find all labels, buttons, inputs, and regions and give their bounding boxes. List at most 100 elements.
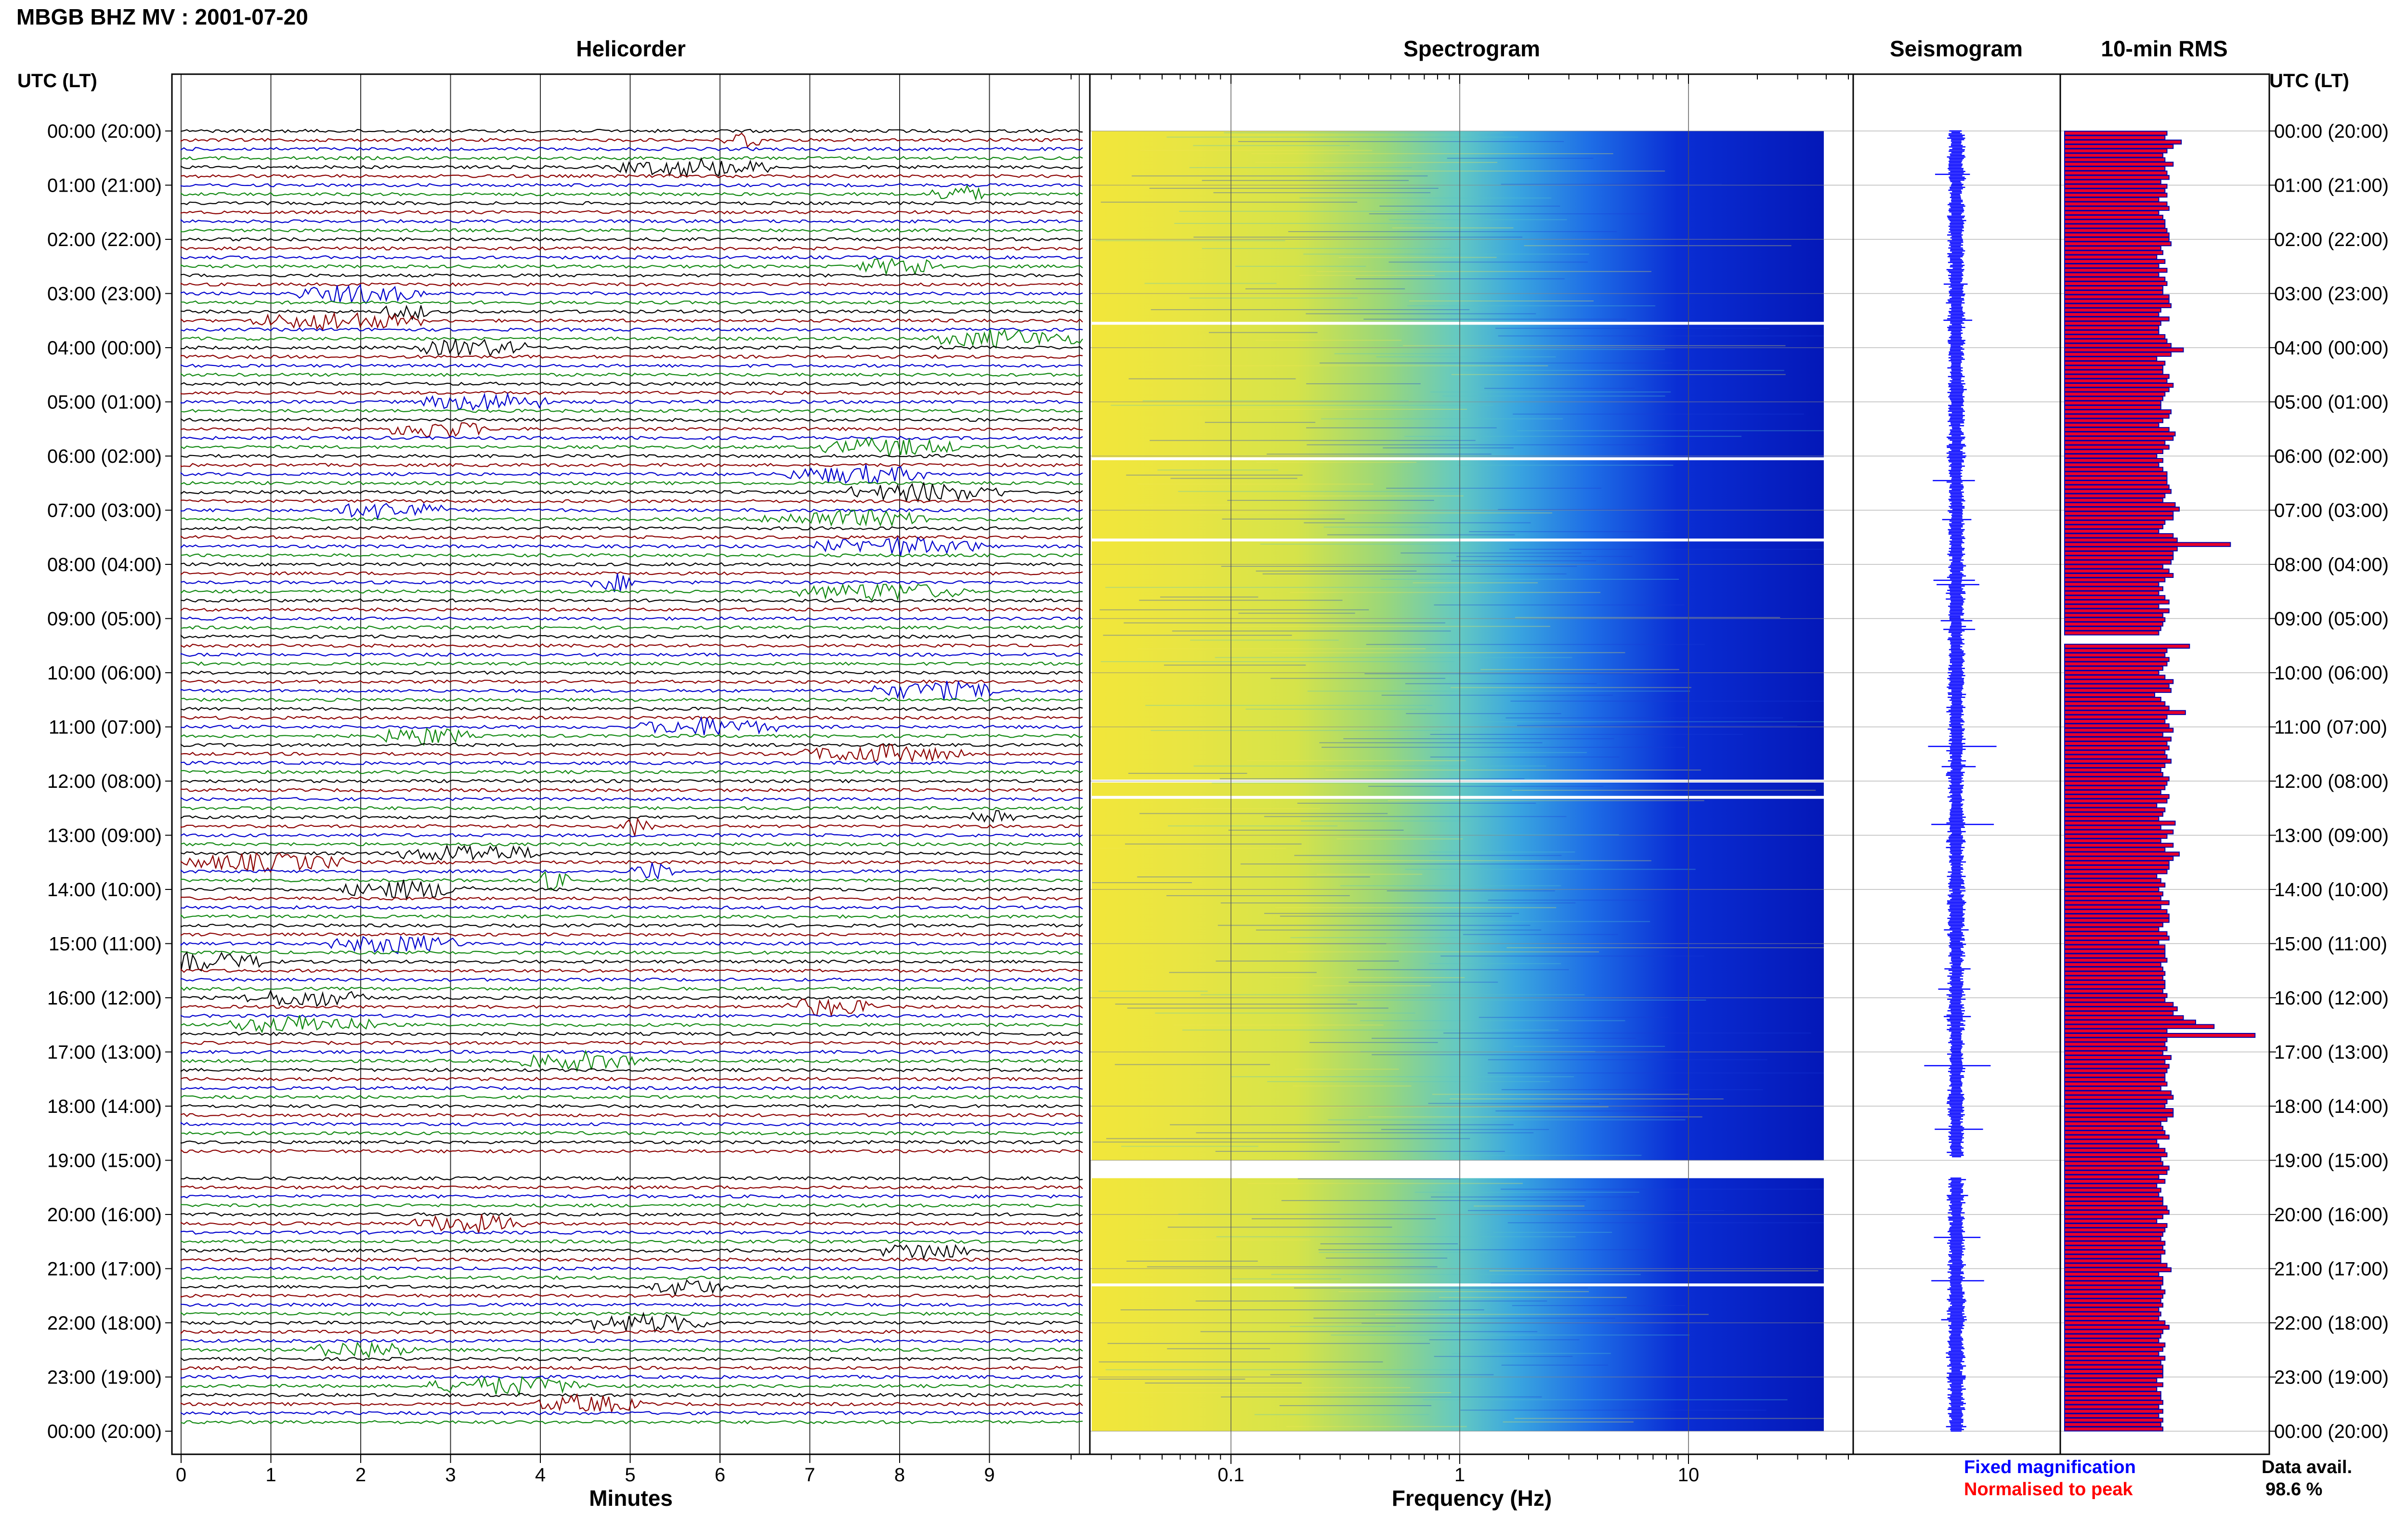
- helicorder-trace: [180, 1311, 1083, 1316]
- rms-bar: [2064, 626, 2161, 631]
- rms-bar: [2064, 1192, 2159, 1197]
- rms-bar: [2064, 829, 2174, 835]
- rms-bar: [2064, 546, 2178, 551]
- helicorder-trace: [180, 1122, 1083, 1126]
- helicorder-trace: [180, 1068, 1083, 1072]
- y-tick-label-right: 14:00 (10:00): [2274, 879, 2389, 901]
- rms-bar: [2064, 904, 2161, 910]
- rms-bar: [2064, 781, 2168, 786]
- rms-bar: [2064, 745, 2170, 751]
- helicorder-trace: [180, 716, 1083, 720]
- rms-bar: [2064, 139, 2182, 145]
- spectrogram-block-lower: [1092, 1178, 1824, 1431]
- spectrogram-texture-streak: [1098, 991, 1208, 992]
- spectrogram-texture-streak: [1177, 408, 1467, 410]
- spectrogram-texture-streak: [1413, 582, 1538, 584]
- rms-bar: [2064, 643, 2190, 649]
- minutes-tick-label: 2: [355, 1464, 366, 1486]
- rms-bar: [2064, 387, 2170, 392]
- rms-bar: [2064, 1032, 2256, 1038]
- spectrogram-gap-line: [1092, 457, 1824, 460]
- helicorder-trace: [180, 871, 1083, 890]
- spectrogram-texture-streak: [1451, 687, 1691, 688]
- spectrogram-texture-streak: [1323, 526, 1429, 528]
- y-tick-label-left: 12:00 (08:00): [47, 771, 162, 792]
- helicorder-trace: [180, 744, 1083, 763]
- rms-bar: [2064, 236, 2170, 242]
- rms-bar: [2064, 1099, 2168, 1104]
- rms-bar: [2064, 1276, 2163, 1281]
- rms-bar: [2064, 1024, 2215, 1029]
- rms-bar: [2064, 1285, 2161, 1290]
- rms-bar: [2064, 1170, 2168, 1175]
- rms-bar: [2064, 776, 2170, 782]
- spectrogram-texture-streak: [1309, 1042, 1438, 1043]
- spectrogram-texture-streak: [1331, 1334, 1689, 1336]
- rms-bar: [2064, 312, 2159, 317]
- helicorder-trace: [180, 328, 1083, 349]
- spectrogram-texture-streak: [1224, 132, 1503, 133]
- spectrogram-texture-streak: [1506, 947, 1824, 949]
- spectrogram-texture-streak: [1443, 1032, 1811, 1034]
- spectrogram-texture-streak: [1144, 283, 1277, 284]
- spectrogram-texture-streak: [1103, 635, 1292, 636]
- minutes-tick-label: 6: [715, 1464, 725, 1486]
- rms-bar: [2064, 918, 2170, 923]
- rms-bar: [2064, 1019, 2196, 1025]
- rms-bar: [2064, 1068, 2168, 1073]
- helicorder-trace: [180, 1013, 1083, 1018]
- rms-bar: [2064, 1333, 2161, 1339]
- rms-bar: [2064, 599, 2170, 605]
- spectrogram-texture-streak: [1409, 300, 1594, 302]
- helicorder-trace: [180, 1393, 1083, 1414]
- rms-bar: [2064, 758, 2172, 764]
- y-tick-label-right: 13:00 (09:00): [2274, 825, 2389, 847]
- rms-bar: [2064, 1293, 2163, 1299]
- rms-bar: [2064, 1179, 2166, 1184]
- helicorder-title: Helicorder: [576, 36, 686, 61]
- helicorder-trace: [180, 852, 1083, 874]
- spectrogram-texture-streak: [1387, 890, 1555, 891]
- rms-bar: [2064, 989, 2163, 994]
- spectrogram-texture-streak: [1096, 240, 1285, 241]
- spectrogram-texture-streak: [1173, 1024, 1384, 1026]
- rms-bar: [2064, 1072, 2166, 1078]
- rms-bar: [2064, 378, 2168, 383]
- spectrogram-texture-streak: [1312, 860, 1651, 861]
- helicorder-trace: [180, 571, 1083, 576]
- rms-bar: [2064, 1028, 2168, 1033]
- helicorder-trace: [180, 806, 1083, 810]
- spectrogram-texture-streak: [1196, 1132, 1534, 1134]
- rms-bar: [2064, 1280, 2163, 1286]
- frequency-tick-label: 10: [1678, 1464, 1700, 1486]
- spectrogram-texture-streak: [1272, 652, 1625, 653]
- rms-bar: [2064, 206, 2170, 211]
- rms-bar: [2064, 374, 2170, 379]
- rms-bar: [2064, 1342, 2166, 1348]
- rms-bar: [2064, 356, 2158, 362]
- spectrogram-texture-streak: [1468, 1210, 1724, 1211]
- rms-bar: [2064, 723, 2170, 729]
- helicorder-trace: [180, 643, 1083, 648]
- helicorder-trace: [180, 1077, 1083, 1082]
- y-tick-label-left: 14:00 (10:00): [47, 879, 162, 901]
- spectrogram-texture-streak: [1182, 1030, 1559, 1031]
- rms-bar: [2064, 666, 2163, 671]
- rms-bar: [2064, 984, 2166, 990]
- spectrogram-texture-streak: [1166, 895, 1350, 896]
- rms-bar: [2064, 232, 2170, 237]
- helicorder-trace: [180, 598, 1083, 603]
- spectrogram-texture-streak: [1172, 630, 1451, 632]
- utc-axis-label-left: UTC (LT): [17, 70, 97, 91]
- helicorder-trace: [180, 1041, 1083, 1045]
- helicorder-trace: [180, 435, 1083, 441]
- rms-bar: [2064, 670, 2159, 676]
- rms-bar: [2064, 480, 2168, 485]
- helicorder-trace: [180, 810, 1083, 823]
- y-tick-label-left: 01:00 (21:00): [47, 175, 162, 196]
- spectrogram-texture-streak: [1121, 1146, 1258, 1147]
- spectrogram-texture-streak: [1451, 374, 1786, 375]
- rms-bar: [2064, 1121, 2161, 1126]
- helicorder-trace: [180, 1212, 1083, 1217]
- rms-bar: [2064, 520, 2166, 525]
